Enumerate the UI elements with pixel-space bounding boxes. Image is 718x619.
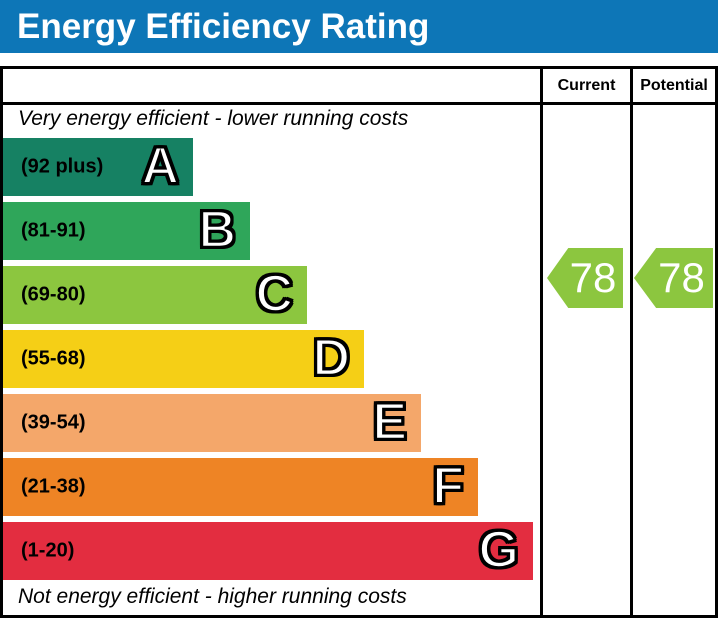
band-b-range-label: (81-91) xyxy=(21,219,86,242)
header-row-divider xyxy=(0,102,718,105)
band-d-range-label: (55-68) xyxy=(21,347,86,370)
current-rating-value: 78 xyxy=(569,254,617,301)
band-b-letter: B xyxy=(197,200,237,259)
band-c-range-label: (69-80) xyxy=(21,283,86,306)
column-header-current: Current xyxy=(557,77,616,94)
band-e-letter: E xyxy=(371,392,408,451)
band-a: (92 plus) A xyxy=(3,138,193,196)
band-g: (1-20) G xyxy=(3,522,533,580)
band-b: (81-91) B xyxy=(3,202,250,260)
band-e: (39-54) E xyxy=(3,394,421,452)
band-a-letter: A xyxy=(140,136,180,195)
potential-rating-value: 78 xyxy=(658,254,705,301)
page-title: Energy Efficiency Rating xyxy=(17,7,430,46)
band-f: (21-38) F xyxy=(3,458,478,516)
band-f-letter: F xyxy=(431,456,465,515)
title-banner: Energy Efficiency Rating xyxy=(0,0,718,53)
column-divider-potential xyxy=(630,66,633,618)
band-g-range-label: (1-20) xyxy=(21,539,75,562)
column-divider-current xyxy=(540,66,543,618)
band-d-letter: D xyxy=(311,328,351,387)
band-e-range-label: (39-54) xyxy=(21,411,86,434)
band-c: (69-80) C xyxy=(3,266,307,324)
band-f-range-label: (21-38) xyxy=(21,475,86,498)
band-g-letter: G xyxy=(477,520,520,579)
note-not-efficient: Not energy efficient - higher running co… xyxy=(18,585,407,608)
column-header-potential: Potential xyxy=(640,77,708,94)
band-d: (55-68) D xyxy=(3,330,364,388)
note-very-efficient: Very energy efficient - lower running co… xyxy=(18,107,409,130)
band-a-range-label: (92 plus) xyxy=(21,155,104,178)
band-c-letter: C xyxy=(254,264,294,323)
